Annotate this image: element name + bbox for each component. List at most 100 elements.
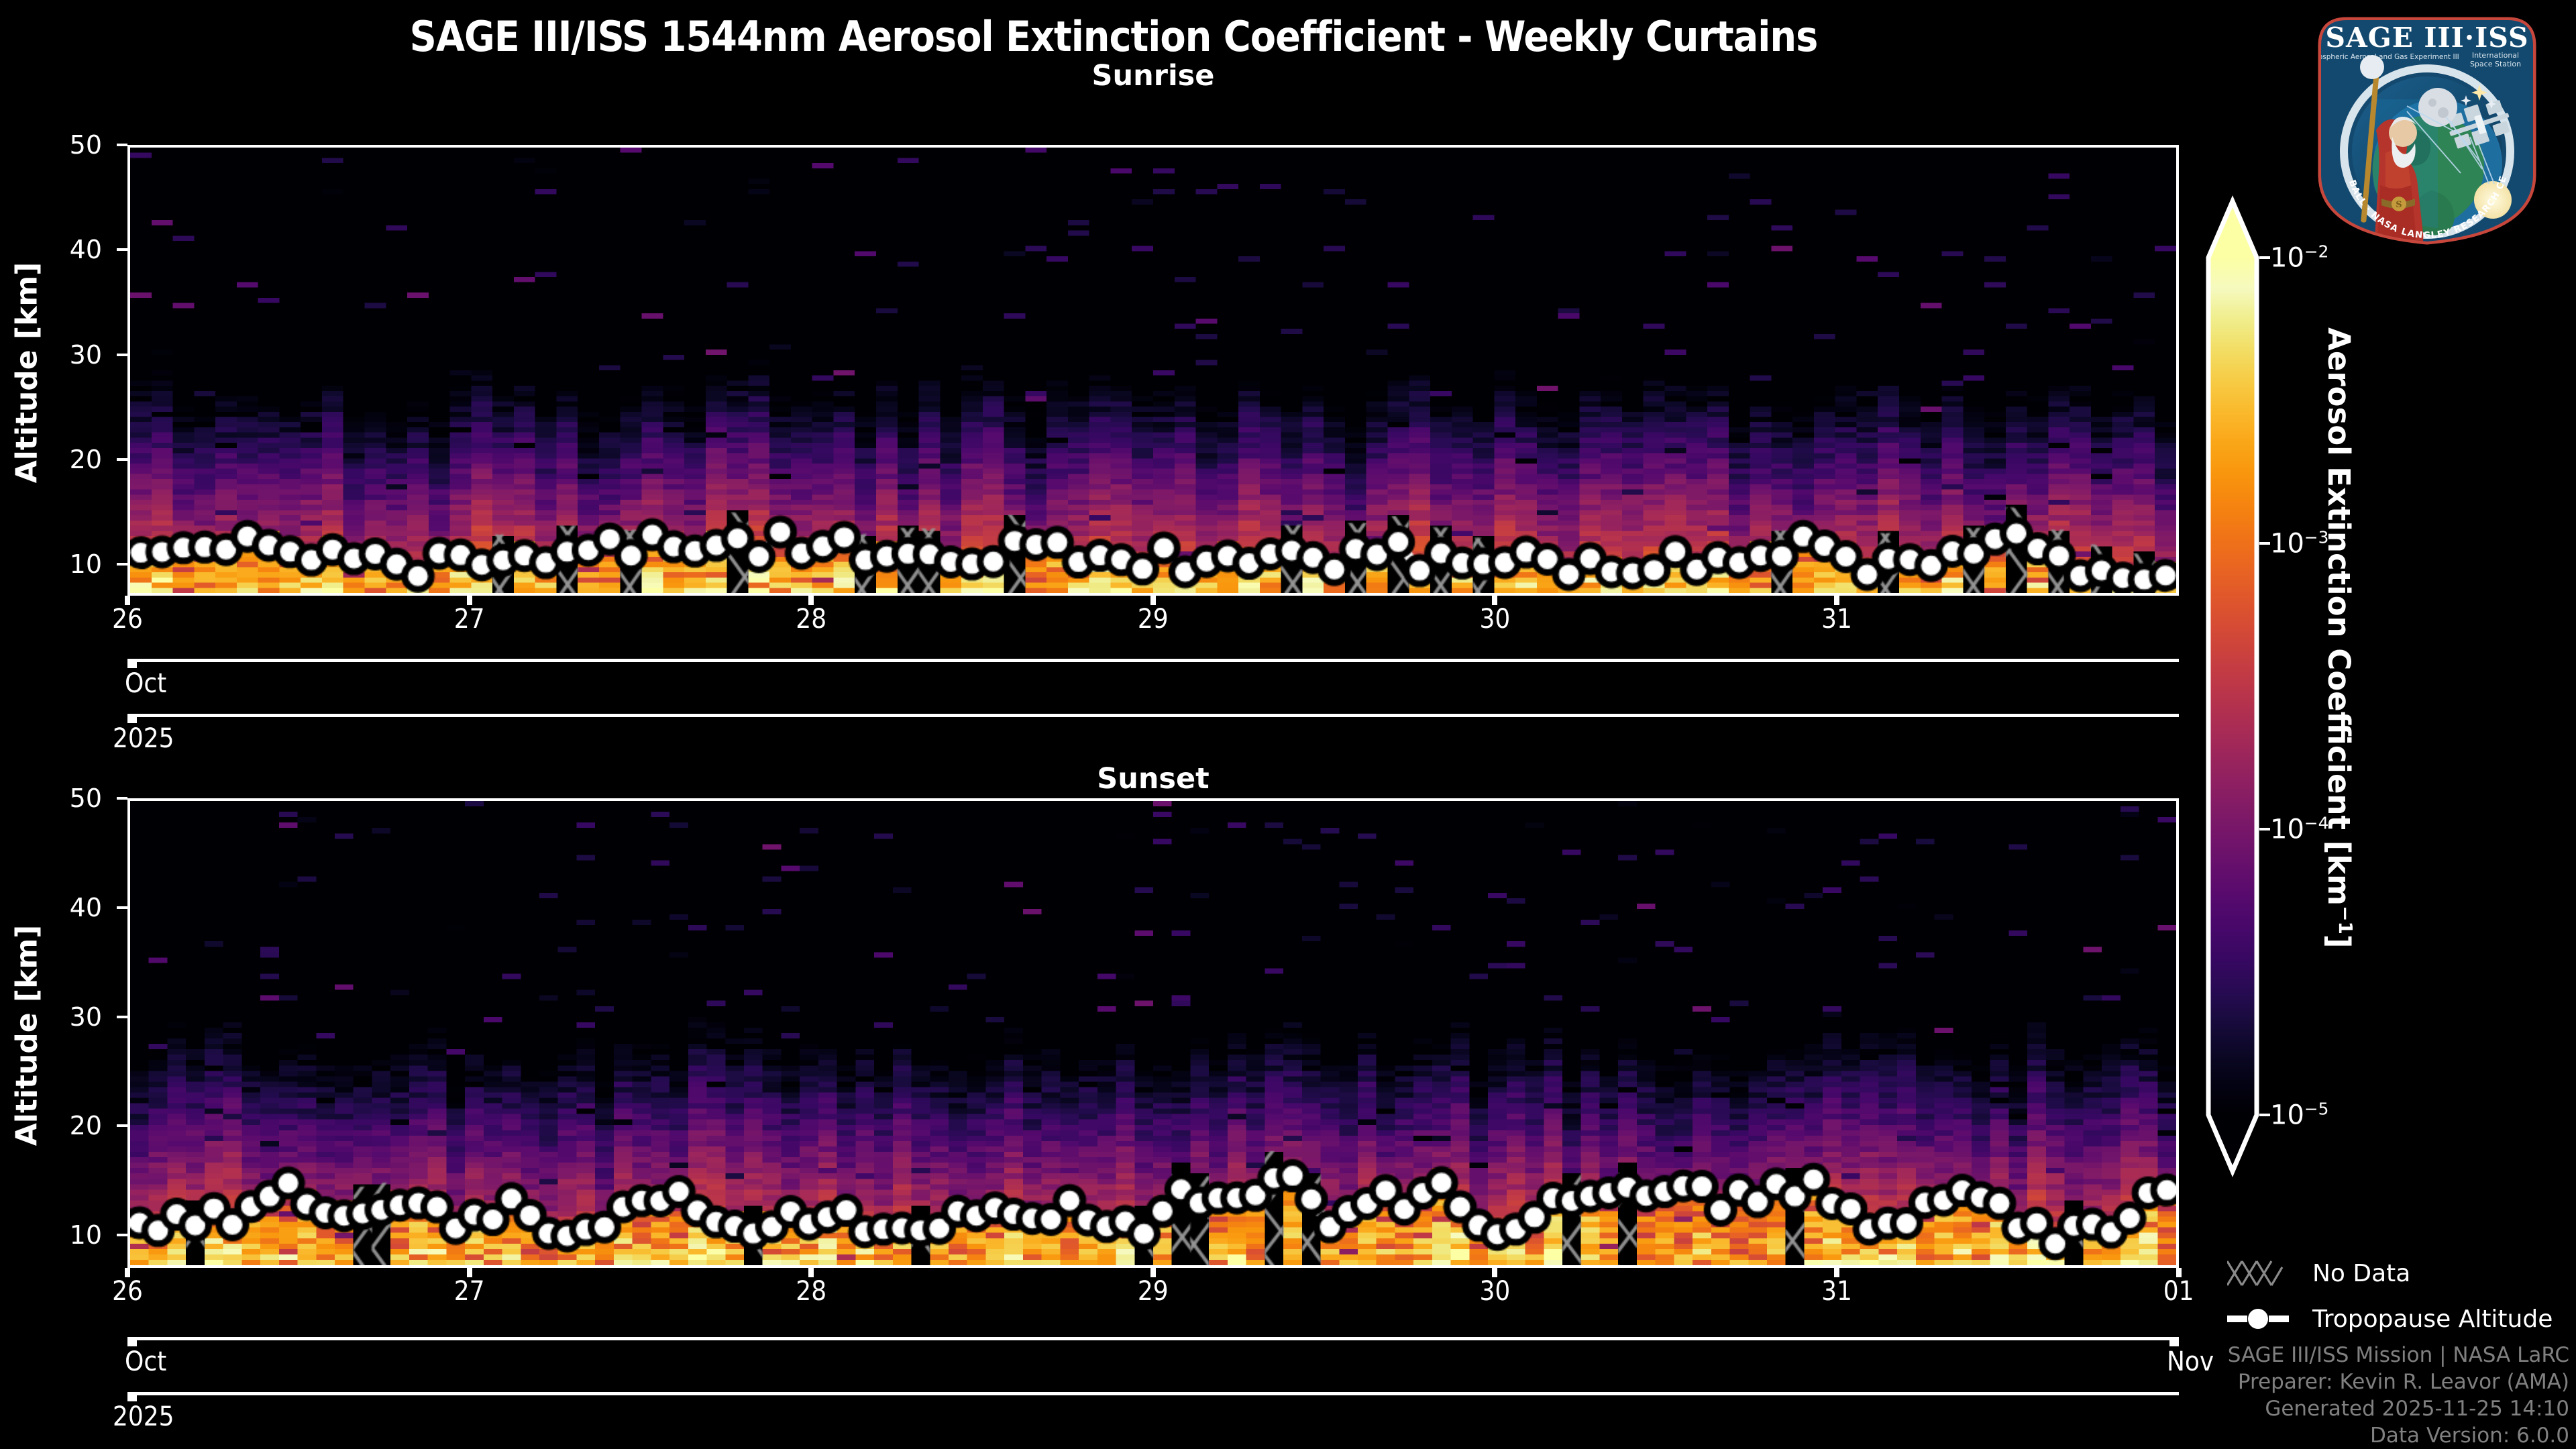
- x-tick-label: 29: [1137, 604, 1169, 635]
- line-marker-swatch: [2227, 1304, 2298, 1334]
- x-tick-label: 28: [796, 1276, 827, 1307]
- colorbar-tick-label: 10−2: [2270, 241, 2329, 274]
- sunset-x-axis: 26 27 28 29 30 31 01: [0, 1268, 2281, 1308]
- footer-line-preparer: Preparer: Kevin R. Leavor (AMA): [2237, 1370, 2569, 1394]
- legend-label-no-data: No Data: [2312, 1259, 2411, 1287]
- svg-text:Stratospheric Aerosol and Gas: Stratospheric Aerosol and Gas Experiment…: [2306, 53, 2459, 61]
- y-tick-label: 20: [69, 1111, 102, 1141]
- colorbar-tickmark: [2259, 256, 2270, 259]
- x-tickmark: [1492, 596, 1498, 605]
- x-tickmark: [1492, 1268, 1498, 1277]
- colorbar-tick-label: 10−5: [2270, 1099, 2329, 1131]
- colorbar-tick-label: 10−3: [2270, 527, 2329, 559]
- svg-text:SAGE III·ISS: SAGE III·ISS: [2325, 21, 2528, 54]
- colorbar-outline: [2206, 195, 2259, 1177]
- x-tick-label: 31: [1821, 604, 1852, 635]
- x-tick-label: 31: [1821, 1276, 1852, 1307]
- svg-text:Space Station: Space Station: [2470, 60, 2521, 68]
- colorbar-gradient: [2206, 193, 2262, 1179]
- sunset-plot-axes[interactable]: [127, 798, 2179, 1268]
- x-tick-label: 30: [1479, 1276, 1511, 1307]
- sunset-month-label-right: Nov: [2167, 1346, 2214, 1377]
- x-tickmark: [1834, 1268, 1839, 1277]
- x-tickmark: [2176, 1268, 2182, 1277]
- x-tickmark: [1150, 1268, 1156, 1277]
- page-title: SAGE III/ISS 1544nm Aerosol Extinction C…: [409, 12, 1819, 61]
- sunset-overlay: [130, 801, 2176, 1265]
- y-tick-label: 30: [69, 339, 102, 370]
- x-tick-label: 28: [796, 604, 827, 635]
- y-tick-label: 40: [69, 235, 102, 265]
- legend: No Data Tropopause Altitude: [2226, 1254, 2553, 1346]
- x-tick-label: 30: [1479, 604, 1511, 635]
- y-tick-label: 10: [69, 549, 102, 580]
- y-tick-label: 20: [69, 444, 102, 474]
- panel-title-sunrise: Sunrise: [1091, 59, 1215, 93]
- sunrise-y-axis: 10 20 30 40 50: [0, 130, 127, 596]
- colorbar-tickmark: [2259, 542, 2270, 545]
- colorbar-tickmark: [2259, 1114, 2270, 1116]
- legend-item-no-data[interactable]: No Data: [2226, 1254, 2553, 1292]
- y-tickmark: [117, 906, 127, 909]
- sunset-year-level-bar: [127, 1392, 2179, 1395]
- y-tick-label: 50: [69, 784, 102, 813]
- x-tickmark: [125, 596, 130, 605]
- svg-text:S: S: [2396, 200, 2402, 210]
- y-tickmark: [117, 1234, 127, 1237]
- colorbar-tick-label: 10−4: [2270, 813, 2329, 845]
- x-tick-label: 26: [112, 1276, 143, 1307]
- sunset-y-axis: 10 20 30 40 50: [0, 784, 127, 1268]
- x-tick-label: 01: [2163, 1276, 2194, 1307]
- y-tick-label: 10: [69, 1220, 102, 1250]
- colorbar-tickmark: [2259, 828, 2270, 830]
- sunrise-month-nub: [127, 659, 137, 668]
- sunrise-month-label: Oct: [125, 668, 167, 699]
- footer-line-generated: Generated 2025-11-25 14:10: [2265, 1397, 2569, 1421]
- sunset-year-nub: [127, 1392, 137, 1401]
- x-tick-label: 27: [453, 604, 485, 635]
- x-tickmark: [125, 1268, 130, 1277]
- x-tick-label: 29: [1137, 1276, 1169, 1307]
- sunset-year-label: 2025: [113, 1401, 174, 1432]
- sunrise-plot-axes[interactable]: [127, 145, 2179, 596]
- x-tickmark: [808, 596, 814, 605]
- sunrise-x-axis: 26 27 28 29 30 31: [0, 596, 2214, 636]
- y-tickmark: [117, 248, 127, 252]
- x-tickmark: [466, 1268, 472, 1277]
- y-tickmark: [117, 797, 127, 800]
- x-tickmark: [1150, 596, 1156, 605]
- sunrise-year-nub: [127, 714, 137, 723]
- y-tick-label: 50: [69, 130, 102, 160]
- sunset-month-nub-left: [127, 1337, 137, 1346]
- y-tickmark: [117, 144, 127, 146]
- sunset-y-axis-label: Altitude [km]: [9, 924, 44, 1146]
- y-tickmark: [117, 1015, 127, 1018]
- y-tickmark: [117, 1124, 127, 1128]
- svg-text:International: International: [2472, 51, 2519, 60]
- x-tickmark: [808, 1268, 814, 1277]
- colorbar-axis-label: Aerosol Extinction Coefficient [km−1]: [2321, 327, 2357, 949]
- panel-title-sunset: Sunset: [1097, 762, 1210, 796]
- sunrise-month-level-bar: [127, 659, 2179, 662]
- y-tickmark: [117, 353, 127, 356]
- colorbar[interactable]: 10−2 10−3 10−4 10−5 Aerosol Extinction Coef…: [2206, 193, 2555, 1179]
- x-tickmark: [466, 596, 472, 605]
- x-tickmark: [1834, 596, 1839, 605]
- sunrise-year-level-bar: [127, 714, 2179, 717]
- footer-line-version: Data Version: 6.0.0: [2369, 1424, 2569, 1448]
- hatch-cross-swatch: [2226, 1258, 2298, 1288]
- footer-line-mission: SAGE III/ISS Mission | NASA LaRC: [2227, 1343, 2569, 1367]
- y-tick-label: 30: [69, 1002, 102, 1032]
- y-tick-label: 40: [69, 892, 102, 922]
- y-tickmark: [117, 458, 127, 461]
- y-tickmark: [117, 563, 127, 566]
- footer-credits: SAGE III/ISS Mission | NASA LaRC Prepare…: [2228, 1342, 2569, 1449]
- legend-item-tropopause[interactable]: Tropopause Altitude: [2227, 1300, 2553, 1338]
- sunrise-y-axis-label: Altitude [km]: [9, 262, 44, 484]
- sunset-month-nub-right: [2169, 1337, 2179, 1346]
- x-tick-label: 27: [453, 1276, 485, 1307]
- sunrise-overlay: [130, 148, 2176, 593]
- x-tick-label: 26: [112, 604, 143, 635]
- sunset-month-label: Oct: [125, 1346, 167, 1377]
- legend-label-tropopause: Tropopause Altitude: [2312, 1305, 2553, 1333]
